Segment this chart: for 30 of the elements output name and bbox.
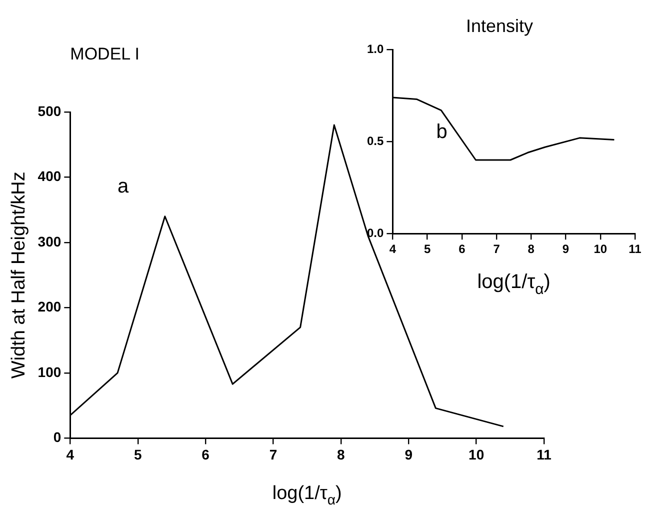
x-tick-label: 10 (468, 446, 484, 462)
y-tick-label: 400 (38, 168, 62, 184)
x-tick-label: 8 (528, 242, 535, 256)
x-tick-label: 6 (458, 242, 466, 256)
x-tick-label: 6 (202, 446, 210, 462)
x-tick-label: 9 (562, 242, 570, 256)
y-tick-label: 200 (38, 298, 62, 315)
y-tick-label: 100 (38, 364, 62, 380)
x-tick-label: 11 (536, 446, 552, 462)
y-tick-label: 0.5 (366, 134, 384, 148)
x-tick-label: 11 (628, 242, 642, 256)
x-tick-label: 7 (493, 242, 500, 256)
y-tick-label: 0.0 (366, 226, 384, 240)
x-tick-label: 10 (594, 242, 608, 256)
annotation: b (436, 120, 448, 143)
x-tick-label: 4 (66, 446, 74, 462)
y-tick-label: 0 (53, 429, 62, 446)
x-tick-label: 7 (269, 446, 278, 462)
chart-title: Intensity (466, 16, 534, 36)
x-tick-label: 5 (134, 446, 142, 462)
y-tick-label: 500 (38, 102, 62, 119)
x-tick-label: 8 (337, 446, 346, 462)
y-axis-title: Width at Half Height/kHz (8, 172, 30, 379)
y-tick-label: 300 (38, 233, 62, 250)
chart-title: MODEL I (70, 44, 140, 64)
x-tick-label: 9 (404, 446, 413, 462)
annotation: a (118, 176, 130, 198)
x-tick-label: 5 (424, 242, 431, 256)
y-tick-label: 1.0 (366, 42, 384, 56)
x-tick-label: 4 (389, 242, 396, 256)
